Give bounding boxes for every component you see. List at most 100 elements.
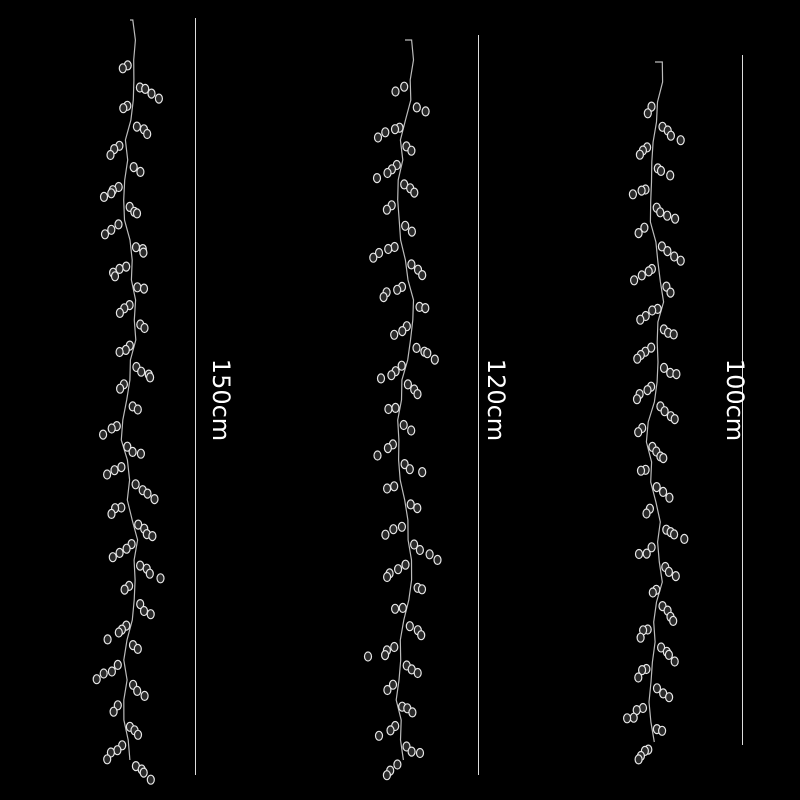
crystal-bead bbox=[114, 219, 123, 230]
crystal-bead bbox=[383, 483, 392, 494]
crystal-bead bbox=[156, 573, 165, 584]
crystal-bead bbox=[107, 224, 116, 235]
crystal-bead bbox=[664, 692, 674, 703]
crystal-bead bbox=[99, 668, 108, 679]
crystal-bead bbox=[115, 547, 124, 559]
length-label-120: 120cm bbox=[482, 358, 510, 442]
crystal-bead bbox=[143, 488, 152, 499]
crystal-bead bbox=[417, 630, 426, 641]
crystal-bead bbox=[373, 450, 382, 461]
crystal-bead bbox=[648, 305, 657, 316]
crystal-bead bbox=[410, 539, 419, 550]
crystal-bead bbox=[643, 385, 652, 396]
crystal-bead bbox=[642, 508, 651, 519]
crystal-bead bbox=[383, 167, 392, 179]
crystal-bead bbox=[131, 479, 140, 490]
crystal-bead bbox=[658, 486, 668, 497]
crystal-bead bbox=[659, 453, 668, 464]
crystal-bead bbox=[418, 270, 427, 281]
crystal-bead bbox=[671, 570, 680, 582]
crystal-bead bbox=[383, 443, 392, 454]
crystal-bead bbox=[634, 754, 643, 765]
crystal-bead bbox=[636, 314, 645, 325]
crystal-bead bbox=[632, 394, 642, 405]
crystal-bead bbox=[374, 247, 384, 259]
crystal-bead bbox=[115, 263, 124, 274]
crystal-bead bbox=[134, 519, 143, 530]
crystal-bead bbox=[390, 481, 399, 492]
crystal-bead bbox=[139, 247, 148, 258]
crystal-bead bbox=[381, 127, 390, 138]
crystal-bead bbox=[659, 362, 669, 373]
crystal-bead bbox=[143, 128, 152, 140]
crystal-bead bbox=[133, 643, 142, 655]
crystal-bead bbox=[109, 706, 118, 717]
crystal-bead bbox=[107, 508, 116, 520]
crystal-bead bbox=[433, 554, 442, 566]
crystal-bead bbox=[115, 346, 124, 358]
crystal-bead bbox=[373, 132, 383, 143]
measure-line-120 bbox=[478, 35, 479, 775]
crystal-bead bbox=[390, 329, 399, 340]
crystal-bead bbox=[384, 243, 393, 255]
crystal-bead bbox=[383, 684, 392, 696]
crystal-bead bbox=[131, 242, 141, 253]
measure-line-150 bbox=[195, 18, 196, 775]
crystal-bead bbox=[398, 326, 407, 337]
crystal-bead bbox=[407, 425, 416, 436]
crystal-bead bbox=[676, 135, 685, 146]
crystal-bead bbox=[636, 632, 645, 643]
crystal-bead bbox=[670, 414, 679, 425]
garland-stem bbox=[395, 39, 415, 761]
crystal-bead bbox=[647, 542, 656, 553]
crystal-bead bbox=[122, 261, 131, 272]
crystal-bead bbox=[115, 383, 125, 394]
crystal-bead bbox=[107, 666, 117, 677]
crystal-bead bbox=[133, 729, 143, 740]
garland-stem bbox=[645, 61, 665, 743]
crystal-bead bbox=[423, 348, 432, 359]
crystal-bead bbox=[108, 552, 117, 563]
crystal-bead bbox=[118, 63, 127, 74]
crystal-bead bbox=[670, 213, 680, 224]
crystal-bead bbox=[410, 187, 419, 198]
crystal-bead bbox=[114, 627, 123, 638]
crystal-bead bbox=[412, 102, 421, 113]
crystal-bead bbox=[636, 465, 646, 476]
crystal-bead bbox=[389, 524, 398, 535]
crystal-bead bbox=[413, 667, 422, 679]
crystal-bead bbox=[363, 651, 373, 662]
crystal-bead bbox=[390, 124, 400, 135]
crystal-bead bbox=[637, 185, 646, 196]
crystal-bead bbox=[92, 674, 101, 685]
crystal-bead bbox=[642, 548, 651, 559]
crystal-bead bbox=[113, 700, 122, 711]
crystal-bead bbox=[128, 446, 137, 457]
crystal-bead bbox=[407, 746, 416, 757]
crystal-bead bbox=[391, 86, 400, 97]
length-label-100: 100cm bbox=[721, 358, 749, 442]
crystal-bead bbox=[408, 707, 417, 718]
length-label-150: 150cm bbox=[207, 358, 235, 442]
crystal-bead bbox=[648, 587, 657, 598]
crystal-bead bbox=[387, 370, 396, 381]
crystal-bead bbox=[107, 188, 116, 199]
crystal-bead bbox=[400, 459, 409, 470]
crystal-bead bbox=[421, 303, 430, 314]
crystal-bead bbox=[115, 307, 125, 318]
crystal-bead bbox=[399, 419, 408, 431]
crystal-bead bbox=[102, 469, 112, 480]
crystal-bead bbox=[129, 162, 138, 173]
crystal-bead bbox=[119, 103, 128, 114]
crystal-bead bbox=[133, 404, 142, 415]
crystal-bead bbox=[657, 241, 667, 252]
crystal-bead bbox=[666, 130, 676, 141]
crystal-bead bbox=[133, 685, 142, 697]
crystal-bead bbox=[110, 465, 119, 476]
crystal-bead bbox=[123, 441, 132, 452]
crystal-bead bbox=[405, 464, 414, 475]
crystal-bead bbox=[397, 360, 406, 371]
crystal-bead bbox=[634, 672, 643, 683]
crystal-bead bbox=[672, 369, 681, 380]
